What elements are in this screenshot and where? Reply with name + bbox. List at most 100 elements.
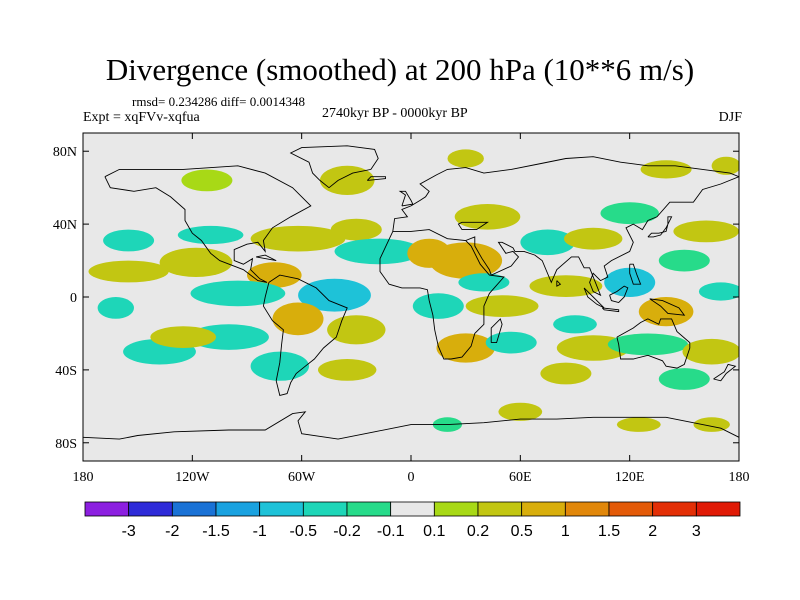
field-region-31	[604, 267, 656, 297]
x-tick-label: 120W	[175, 470, 210, 485]
colorbar-swatch-0	[84, 501, 130, 517]
x-tick-label: 60E	[509, 470, 532, 485]
field-region-48	[447, 149, 484, 168]
colorbar-level-label: 3	[692, 523, 701, 540]
colorbar-level-label: -1	[253, 523, 267, 540]
colorbar-swatch-9	[477, 501, 523, 517]
field-region-22	[458, 273, 510, 292]
colorbar-level-label: 0.5	[511, 523, 533, 540]
field-region-19	[318, 359, 377, 381]
coastline-1	[262, 274, 348, 396]
coastline-6	[457, 221, 489, 231]
field-region-10	[190, 280, 286, 307]
field-region-12	[97, 297, 134, 319]
y-tick-label: 40N	[53, 218, 77, 233]
field-region-6	[334, 238, 422, 265]
coastline-3	[379, 229, 505, 360]
map-background-fill	[83, 133, 739, 461]
colorbar-swatch-7	[390, 501, 435, 517]
field-region-45	[616, 417, 661, 432]
coastline-17	[366, 176, 386, 181]
coastline-2	[289, 145, 379, 189]
field-region-24	[465, 295, 539, 317]
coastline-0	[104, 165, 312, 283]
rmsd-diff-label: rmsd= 0.234286 diff= 0.0014348	[132, 94, 305, 109]
field-region-41	[658, 368, 710, 390]
field-region-30	[564, 227, 623, 250]
colorbar-level-label: 0.2	[467, 523, 489, 540]
colorbar-swatch-1	[128, 501, 173, 517]
coastline-11	[647, 216, 673, 238]
field-region-0	[103, 229, 155, 252]
colorbar-level-label: -0.5	[290, 523, 318, 540]
field-region-40	[682, 338, 739, 365]
coastline-19	[256, 254, 277, 262]
colorbar-swatch-3	[215, 501, 261, 517]
field-region-27	[454, 204, 521, 230]
field-region-38	[607, 333, 689, 356]
colorbar-level-label: -0.2	[333, 523, 361, 540]
coastline-15	[649, 298, 686, 316]
field-region-18	[250, 351, 309, 381]
colorbar-swatch-11	[564, 501, 610, 517]
colorbar-swatch-5	[302, 501, 348, 517]
field-region-35	[600, 202, 659, 225]
field-region-43	[498, 402, 543, 421]
colorbar-swatch-6	[346, 501, 392, 517]
chart-title: Divergence (smoothed) at 200 hPa (10**6 …	[105, 52, 695, 87]
field-region-34	[673, 220, 739, 243]
map-background	[83, 133, 739, 461]
colorbar: -3 -2 -1.5 -1 -0.5 -0.2 -0.1 0.1 0.2 0.5 1 1.5 2 3	[84, 501, 741, 540]
field-region-11	[298, 278, 371, 312]
coastline-9	[490, 318, 503, 344]
field-region-25	[436, 333, 495, 363]
coastlines	[83, 145, 739, 440]
field-region-13	[272, 302, 324, 336]
x-tick-label: 0	[408, 470, 415, 485]
field-region-3	[330, 218, 382, 241]
colorbar-level-label: -1.5	[202, 523, 230, 540]
colorbar-level-label: -0.1	[377, 523, 405, 540]
x-tick-label: 180	[729, 470, 750, 485]
field-region-36	[658, 249, 710, 272]
field-region-28	[520, 229, 575, 256]
field-region-49	[711, 156, 739, 175]
x-axis-ticks: 180 120W 60W 0 60E 120E 180	[73, 133, 750, 485]
x-tick-label: 60W	[288, 470, 316, 485]
field-region-29	[529, 275, 603, 297]
field-region-1	[177, 225, 244, 245]
y-axis-ticks: 80N 40N 0 40S 80S	[53, 145, 739, 452]
field-region-2	[250, 225, 346, 252]
coastline-18	[556, 280, 562, 287]
period-label: 2740kyr BP - 0000kyr BP	[322, 106, 468, 121]
coastline-8	[83, 411, 739, 440]
colorbar-swatch-8	[433, 501, 479, 517]
coastline-4	[392, 156, 739, 232]
coastline-7	[616, 318, 691, 369]
colorbar-level-label: 0.1	[423, 523, 445, 540]
colorbar-swatch-10	[521, 501, 566, 517]
field-region-4	[181, 169, 233, 192]
field-region-21	[429, 242, 503, 279]
colorbar-level-label: 1.5	[598, 523, 620, 540]
y-tick-label: 80N	[53, 145, 77, 160]
field-region-7	[159, 247, 233, 277]
colorbar-level-label: 1	[561, 523, 570, 540]
field-region-14	[327, 315, 386, 345]
colorbar-level-label: -2	[165, 523, 179, 540]
y-tick-label: 80S	[55, 437, 77, 452]
coastline-10	[398, 190, 414, 207]
colorbar-swatch-14	[695, 501, 741, 517]
field-region-8	[88, 260, 169, 283]
coastline-13	[601, 307, 620, 313]
field-region-17	[150, 326, 216, 348]
colorbar-swatch-13	[652, 501, 697, 517]
y-tick-label: 0	[70, 291, 77, 306]
coastline-16	[713, 363, 737, 382]
season-label: DJF	[718, 110, 742, 125]
divergence-field	[88, 149, 739, 432]
coastline-20	[629, 263, 642, 285]
coastline-14	[609, 285, 629, 304]
colorbar-swatch-12	[608, 501, 654, 517]
